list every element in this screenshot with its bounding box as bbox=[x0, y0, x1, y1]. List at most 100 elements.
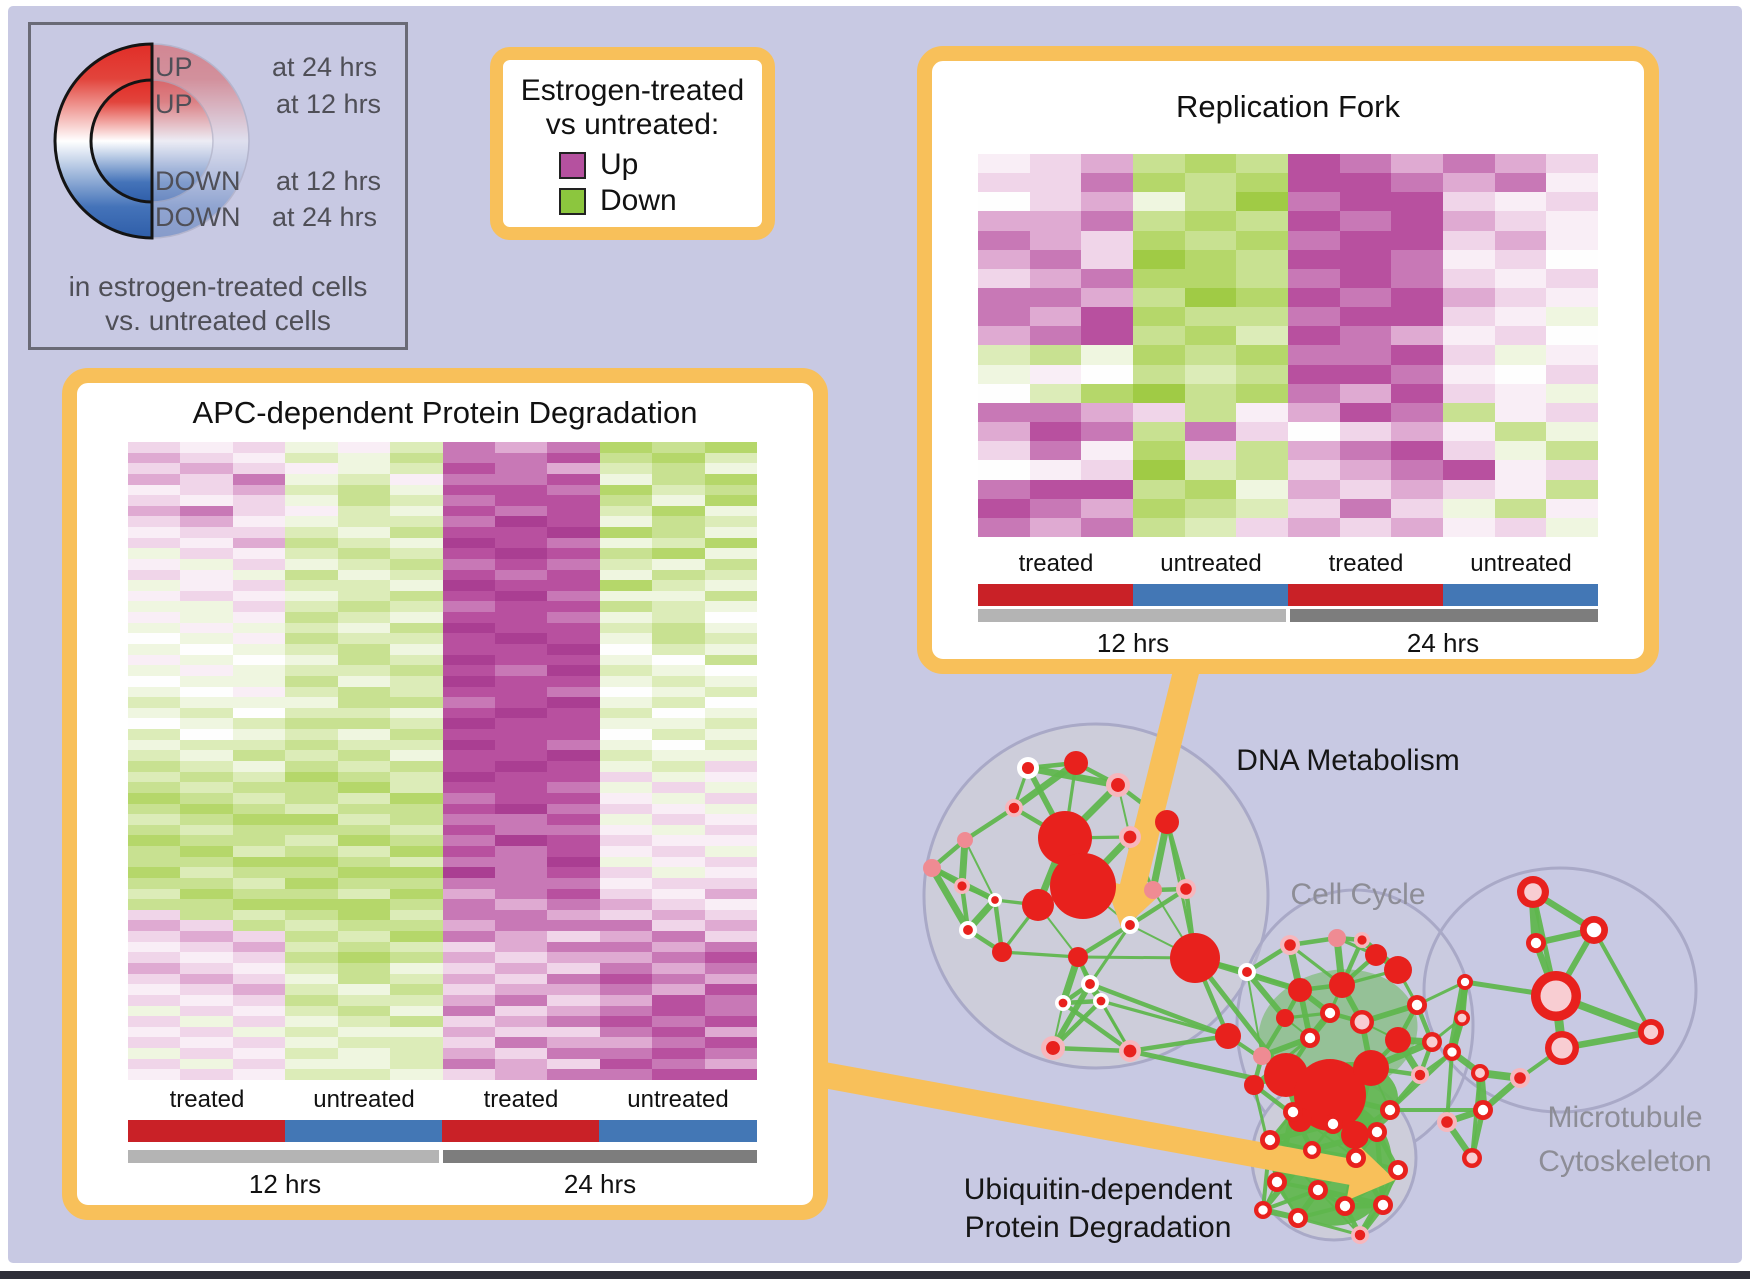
ubiquitin-label-line2: Protein Degradation bbox=[964, 1211, 1232, 1244]
heatmap-cell bbox=[232, 590, 286, 602]
heatmap-cell bbox=[704, 963, 757, 974]
heatmap-cell bbox=[1391, 307, 1443, 327]
heatmap-cell bbox=[652, 697, 705, 708]
heatmap-cell bbox=[232, 888, 286, 900]
heatmap-cell bbox=[337, 856, 391, 868]
heatmap-cell bbox=[494, 442, 548, 453]
heatmap-cell bbox=[1546, 345, 1598, 365]
heatmap-cell bbox=[232, 1069, 286, 1080]
heatmap-cell bbox=[337, 442, 391, 453]
heatmap-cell bbox=[704, 792, 757, 804]
heatmap-cell bbox=[128, 516, 181, 528]
heatmap-cell bbox=[1546, 173, 1598, 193]
heatmap-cell bbox=[232, 558, 286, 570]
updown-legend: Estrogen-treated vs untreated: Up Down bbox=[490, 47, 775, 240]
heatmap-cell bbox=[180, 527, 233, 538]
heatmap-cell bbox=[704, 537, 757, 549]
heatmap-cell bbox=[599, 760, 653, 772]
heatmap-cell bbox=[232, 442, 286, 453]
heatmap-cell bbox=[1494, 402, 1547, 423]
heatmap-cell bbox=[128, 846, 181, 857]
heatmap-cell bbox=[232, 495, 286, 506]
heatmap-cell bbox=[652, 1048, 705, 1059]
heatmap-cell bbox=[180, 782, 233, 793]
heatmap-cell bbox=[128, 814, 181, 825]
heatmap-cell bbox=[1546, 249, 1598, 269]
heatmap-cell bbox=[599, 846, 653, 857]
heatmap-cell bbox=[652, 590, 705, 602]
heatmap-cell bbox=[390, 782, 443, 793]
heatmap-cell bbox=[180, 686, 233, 698]
heatmap-cell bbox=[704, 644, 757, 655]
apc-group-label-4: untreated bbox=[627, 1086, 729, 1113]
heatmap-cell bbox=[285, 442, 338, 453]
heatmap-cell bbox=[128, 973, 181, 985]
heatmap-cell bbox=[1339, 154, 1392, 174]
heatmap-cell bbox=[1184, 517, 1237, 537]
heatmap-cell bbox=[1288, 307, 1340, 327]
heatmap-cell bbox=[390, 1005, 443, 1017]
heatmap-cell bbox=[599, 665, 653, 676]
heatmap-cell bbox=[704, 622, 757, 634]
heatmap-cell bbox=[547, 537, 600, 549]
heatmap-cell bbox=[494, 920, 548, 932]
heatmap-cell bbox=[442, 707, 495, 719]
heatmap-cell bbox=[390, 686, 443, 698]
up-24-label: UP bbox=[155, 52, 193, 82]
heatmap-cell bbox=[494, 782, 548, 793]
heatmap-cell bbox=[128, 686, 181, 698]
heatmap-cell bbox=[1184, 154, 1237, 174]
heatmap-cell bbox=[128, 654, 181, 666]
heatmap-cell bbox=[652, 931, 705, 942]
heatmap-cell bbox=[599, 835, 653, 847]
heatmap-cell bbox=[285, 707, 338, 719]
heatmap-cell bbox=[1184, 268, 1237, 289]
heatmap-cell bbox=[285, 697, 338, 708]
heatmap-cell bbox=[652, 665, 705, 676]
heatmap-cell bbox=[390, 590, 443, 602]
heatmap-cell bbox=[390, 633, 443, 645]
heatmap-cell bbox=[442, 473, 495, 485]
heatmap-cell bbox=[1236, 230, 1288, 250]
heatmap-cell bbox=[337, 963, 391, 974]
heatmap-cell bbox=[547, 686, 600, 698]
heatmap-cell bbox=[652, 548, 705, 559]
heatmap-cell bbox=[390, 707, 443, 719]
heatmap-cell bbox=[128, 463, 181, 474]
heatmap-cell bbox=[494, 994, 548, 1006]
apc-24hrs-bar bbox=[443, 1150, 757, 1163]
heatmap-cell bbox=[652, 442, 705, 453]
heatmap-cell bbox=[390, 473, 443, 485]
heatmap-cell bbox=[128, 697, 181, 708]
heatmap-cell bbox=[547, 707, 600, 719]
heatmap-cell bbox=[232, 1026, 286, 1038]
heatmap-cell bbox=[1339, 364, 1392, 384]
heatmap-cell bbox=[180, 941, 233, 953]
heatmap-cell bbox=[232, 814, 286, 825]
rf-treated-bar-24 bbox=[1288, 584, 1443, 606]
heatmap-cell bbox=[547, 452, 600, 464]
heatmap-cell bbox=[285, 527, 338, 538]
heatmap-cell bbox=[652, 1037, 705, 1049]
apc-treated-bar-24 bbox=[442, 1120, 599, 1142]
heatmap-cell bbox=[547, 718, 600, 730]
heatmap-cell bbox=[285, 665, 338, 676]
heatmap-cell bbox=[1029, 173, 1082, 193]
heatmap-cell bbox=[1133, 460, 1185, 480]
heatmap-cell bbox=[337, 909, 391, 921]
heatmap-cell bbox=[652, 1058, 705, 1070]
heatmap-cell bbox=[652, 952, 705, 964]
heatmap-cell bbox=[547, 622, 600, 634]
heatmap-cell bbox=[232, 1016, 286, 1027]
heatmap-cell bbox=[180, 697, 233, 708]
heatmap-cell bbox=[547, 750, 600, 761]
heatmap-cell bbox=[652, 707, 705, 719]
heatmap-cell bbox=[232, 665, 286, 676]
heatmap-cell bbox=[180, 909, 233, 921]
heatmap-cell bbox=[180, 654, 233, 666]
heatmap-cell bbox=[337, 782, 391, 793]
heatmap-cell bbox=[390, 899, 443, 910]
heatmap-cell bbox=[442, 963, 495, 974]
down-12-label: DOWN bbox=[155, 166, 241, 196]
